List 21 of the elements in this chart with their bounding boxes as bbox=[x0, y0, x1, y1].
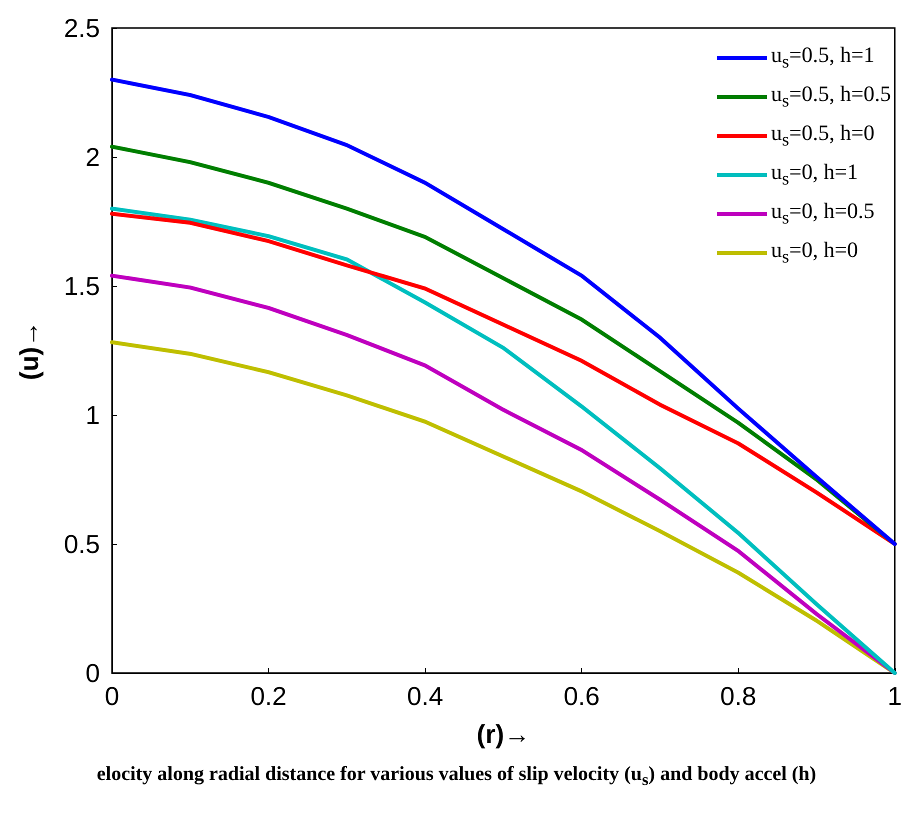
x-tick-label: 0.4 bbox=[407, 681, 444, 711]
y-tick-label: 0.5 bbox=[64, 529, 100, 559]
legend-label: u$_{s}$=0, h=1 bbox=[771, 159, 858, 190]
x-tick-label: 1 bbox=[888, 681, 902, 711]
y-tick-label: 1 bbox=[86, 400, 100, 430]
legend-label: u$_{s}$=0.5, h=0.5 bbox=[771, 81, 891, 112]
x-tick-label: 0.6 bbox=[564, 681, 600, 711]
legend-label: u$_{s}$=0.5, h=0 bbox=[771, 120, 874, 151]
y-tick-label: 0 bbox=[86, 658, 100, 688]
x-tick-label: 0.2 bbox=[250, 681, 287, 711]
legend-label: u$_{s}$=0, h=0 bbox=[771, 237, 858, 268]
y-tick-label: 2.5 bbox=[64, 13, 100, 43]
text: elocity along radial distance for various values of slip velocity (u$_{s}$) and body accel (h) bbox=[96, 763, 818, 790]
legend-label: u$_{s}$=0.5, h=1 bbox=[771, 42, 874, 73]
x-tick-label: 0.8 bbox=[720, 681, 756, 711]
legend-label: u$_{s}$=0, h=0.5 bbox=[771, 198, 874, 229]
y-tick-label: 1.5 bbox=[64, 271, 100, 301]
y-axis-title: (u)→ bbox=[14, 320, 44, 380]
x-axis-title: (r)→ bbox=[476, 719, 530, 749]
x-tick-label: 0 bbox=[104, 681, 120, 711]
y-tick-label: 2 bbox=[86, 142, 100, 172]
